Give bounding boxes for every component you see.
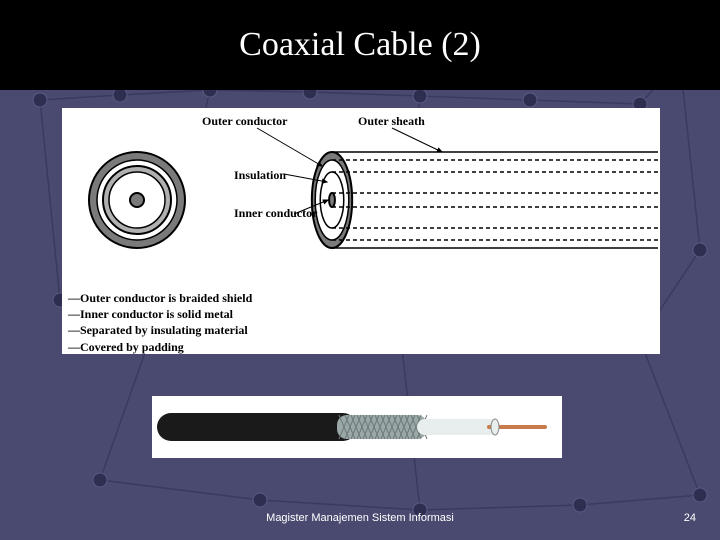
slide-title: Coaxial Cable (2) [239,26,481,64]
footer-text: Magister Manajemen Sistem Informasi [0,512,720,524]
coax-photo [152,396,562,458]
diagram-bullets: Outer conductor is braided shield Inner … [68,290,252,355]
bullet-item: Outer conductor is braided shield [68,290,252,306]
bullet-item: Separated by insulating material [68,322,252,338]
label-outer-conductor: Outer conductor [202,114,287,129]
label-outer-sheath: Outer sheath [358,114,425,129]
label-insulation: Insulation [234,168,286,183]
bullet-item: Inner conductor is solid metal [68,306,252,322]
coax-diagram: Outer conductor Outer sheath Insulation … [62,108,660,354]
title-band: Coaxial Cable (2) [0,0,720,90]
bullet-item: Covered by padding [68,339,252,355]
label-inner-conductor: Inner conductor [234,206,317,221]
page-number: 24 [684,512,696,524]
